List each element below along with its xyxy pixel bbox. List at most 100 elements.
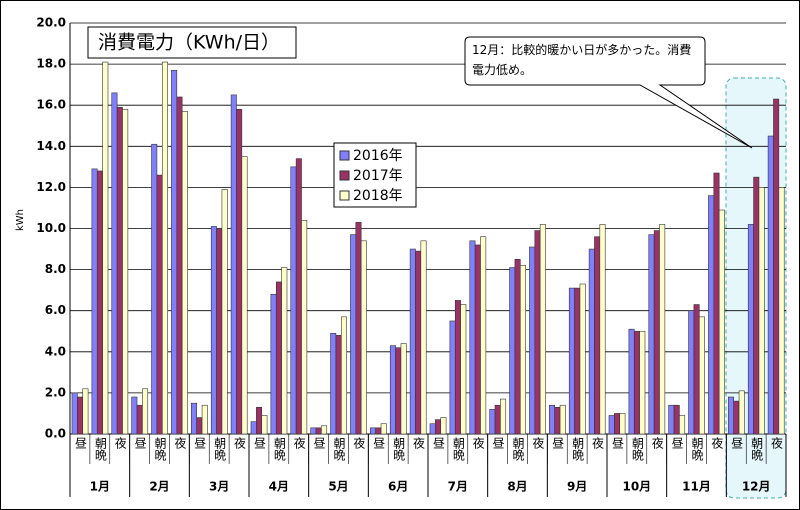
bar [156,174,163,435]
x-tick-label: 夜 [710,436,724,450]
y-tick-label: 10.0 [36,221,66,235]
group-label: 11月 [682,480,711,494]
bar [340,316,347,435]
bar [295,158,302,435]
bar [142,388,149,435]
y-tick-label: 14.0 [36,139,66,153]
bar [519,265,526,435]
annotation-box: 12月：比較的暖かい日が多かった。消費電力低め。 [472,43,691,77]
x-tick-label: 昼 [73,437,87,449]
bar [639,330,646,435]
x-tick-label: 昼 [372,437,386,449]
x-tick-label: 夜 [471,436,485,450]
bar [469,240,476,435]
bar [648,234,655,435]
bar [633,330,640,435]
bar [275,281,282,435]
bar [579,283,586,435]
group-label: 8月 [507,480,527,494]
bar [230,94,237,435]
x-tick-label: 夜 [113,436,127,450]
bar [619,413,626,435]
bar [380,423,387,435]
bar [688,310,695,435]
x-tick-label: 夜 [412,436,426,450]
x-tick-label: 朝晩 [332,437,346,461]
bar [449,320,456,435]
bar [539,224,546,435]
y-tick-label: 8.0 [45,262,66,276]
group-label: 1月 [90,480,110,494]
bar [568,287,575,435]
bar [201,404,208,435]
bar [713,172,720,435]
bar [350,234,357,435]
bar [181,111,188,435]
y-tick-label: 0.0 [45,427,66,441]
group-label: 9月 [567,480,587,494]
bar [773,98,780,435]
chart-title: 消費電力（KWh/日） [98,32,280,54]
bar [176,96,183,435]
legend-swatch [339,190,350,201]
legend-swatch [339,170,350,181]
bar [241,156,248,435]
bar [261,415,268,435]
bar [747,224,754,435]
bar [594,236,601,435]
bar [588,248,595,435]
bar [489,409,496,435]
bar [335,335,342,435]
group-label: 12月 [742,480,771,494]
bar [171,69,178,435]
bar [389,345,396,435]
y-tick-label: 12.0 [36,180,66,194]
bar [668,404,675,435]
group-label: 5月 [328,480,348,494]
bar [196,417,203,435]
x-tick-label: 朝晩 [93,437,107,461]
y-tick-label: 2.0 [45,385,66,399]
bar [91,168,98,435]
x-tick-label: 昼 [312,437,326,449]
bar [360,240,367,435]
bar [653,230,660,435]
x-tick-label: 夜 [770,436,784,450]
x-tick-label: 朝晩 [451,437,465,461]
y-tick-label: 18.0 [36,57,66,71]
bar [549,404,555,435]
bar [778,187,785,435]
x-tick-label: 昼 [610,437,624,449]
callout [464,36,753,149]
bar [514,259,521,435]
y-axis-label: kWh [15,209,26,231]
bar [415,250,422,435]
bar [529,246,536,435]
x-tick-label: 夜 [650,436,664,450]
bar [395,347,402,435]
bar [673,404,680,435]
bar [355,222,362,435]
bar [270,293,277,435]
x-tick-label: 昼 [491,437,505,449]
bar [460,304,467,435]
legend-swatch [339,150,350,161]
x-tick-label: 朝晩 [213,437,227,461]
group-label: 6月 [388,480,408,494]
bar [440,417,447,435]
x-tick-label: 昼 [431,437,445,449]
bar [191,402,197,435]
bar [96,170,103,435]
bar [599,224,606,435]
bar [315,427,322,435]
bar [534,230,541,435]
bar [136,404,143,435]
bar [659,224,666,435]
y-tick-label: 16.0 [36,98,66,112]
legend-label: 2016年 [353,148,403,164]
x-tick-label: 昼 [551,437,565,449]
bar [420,240,427,435]
bar [71,392,78,435]
bar [400,343,407,435]
